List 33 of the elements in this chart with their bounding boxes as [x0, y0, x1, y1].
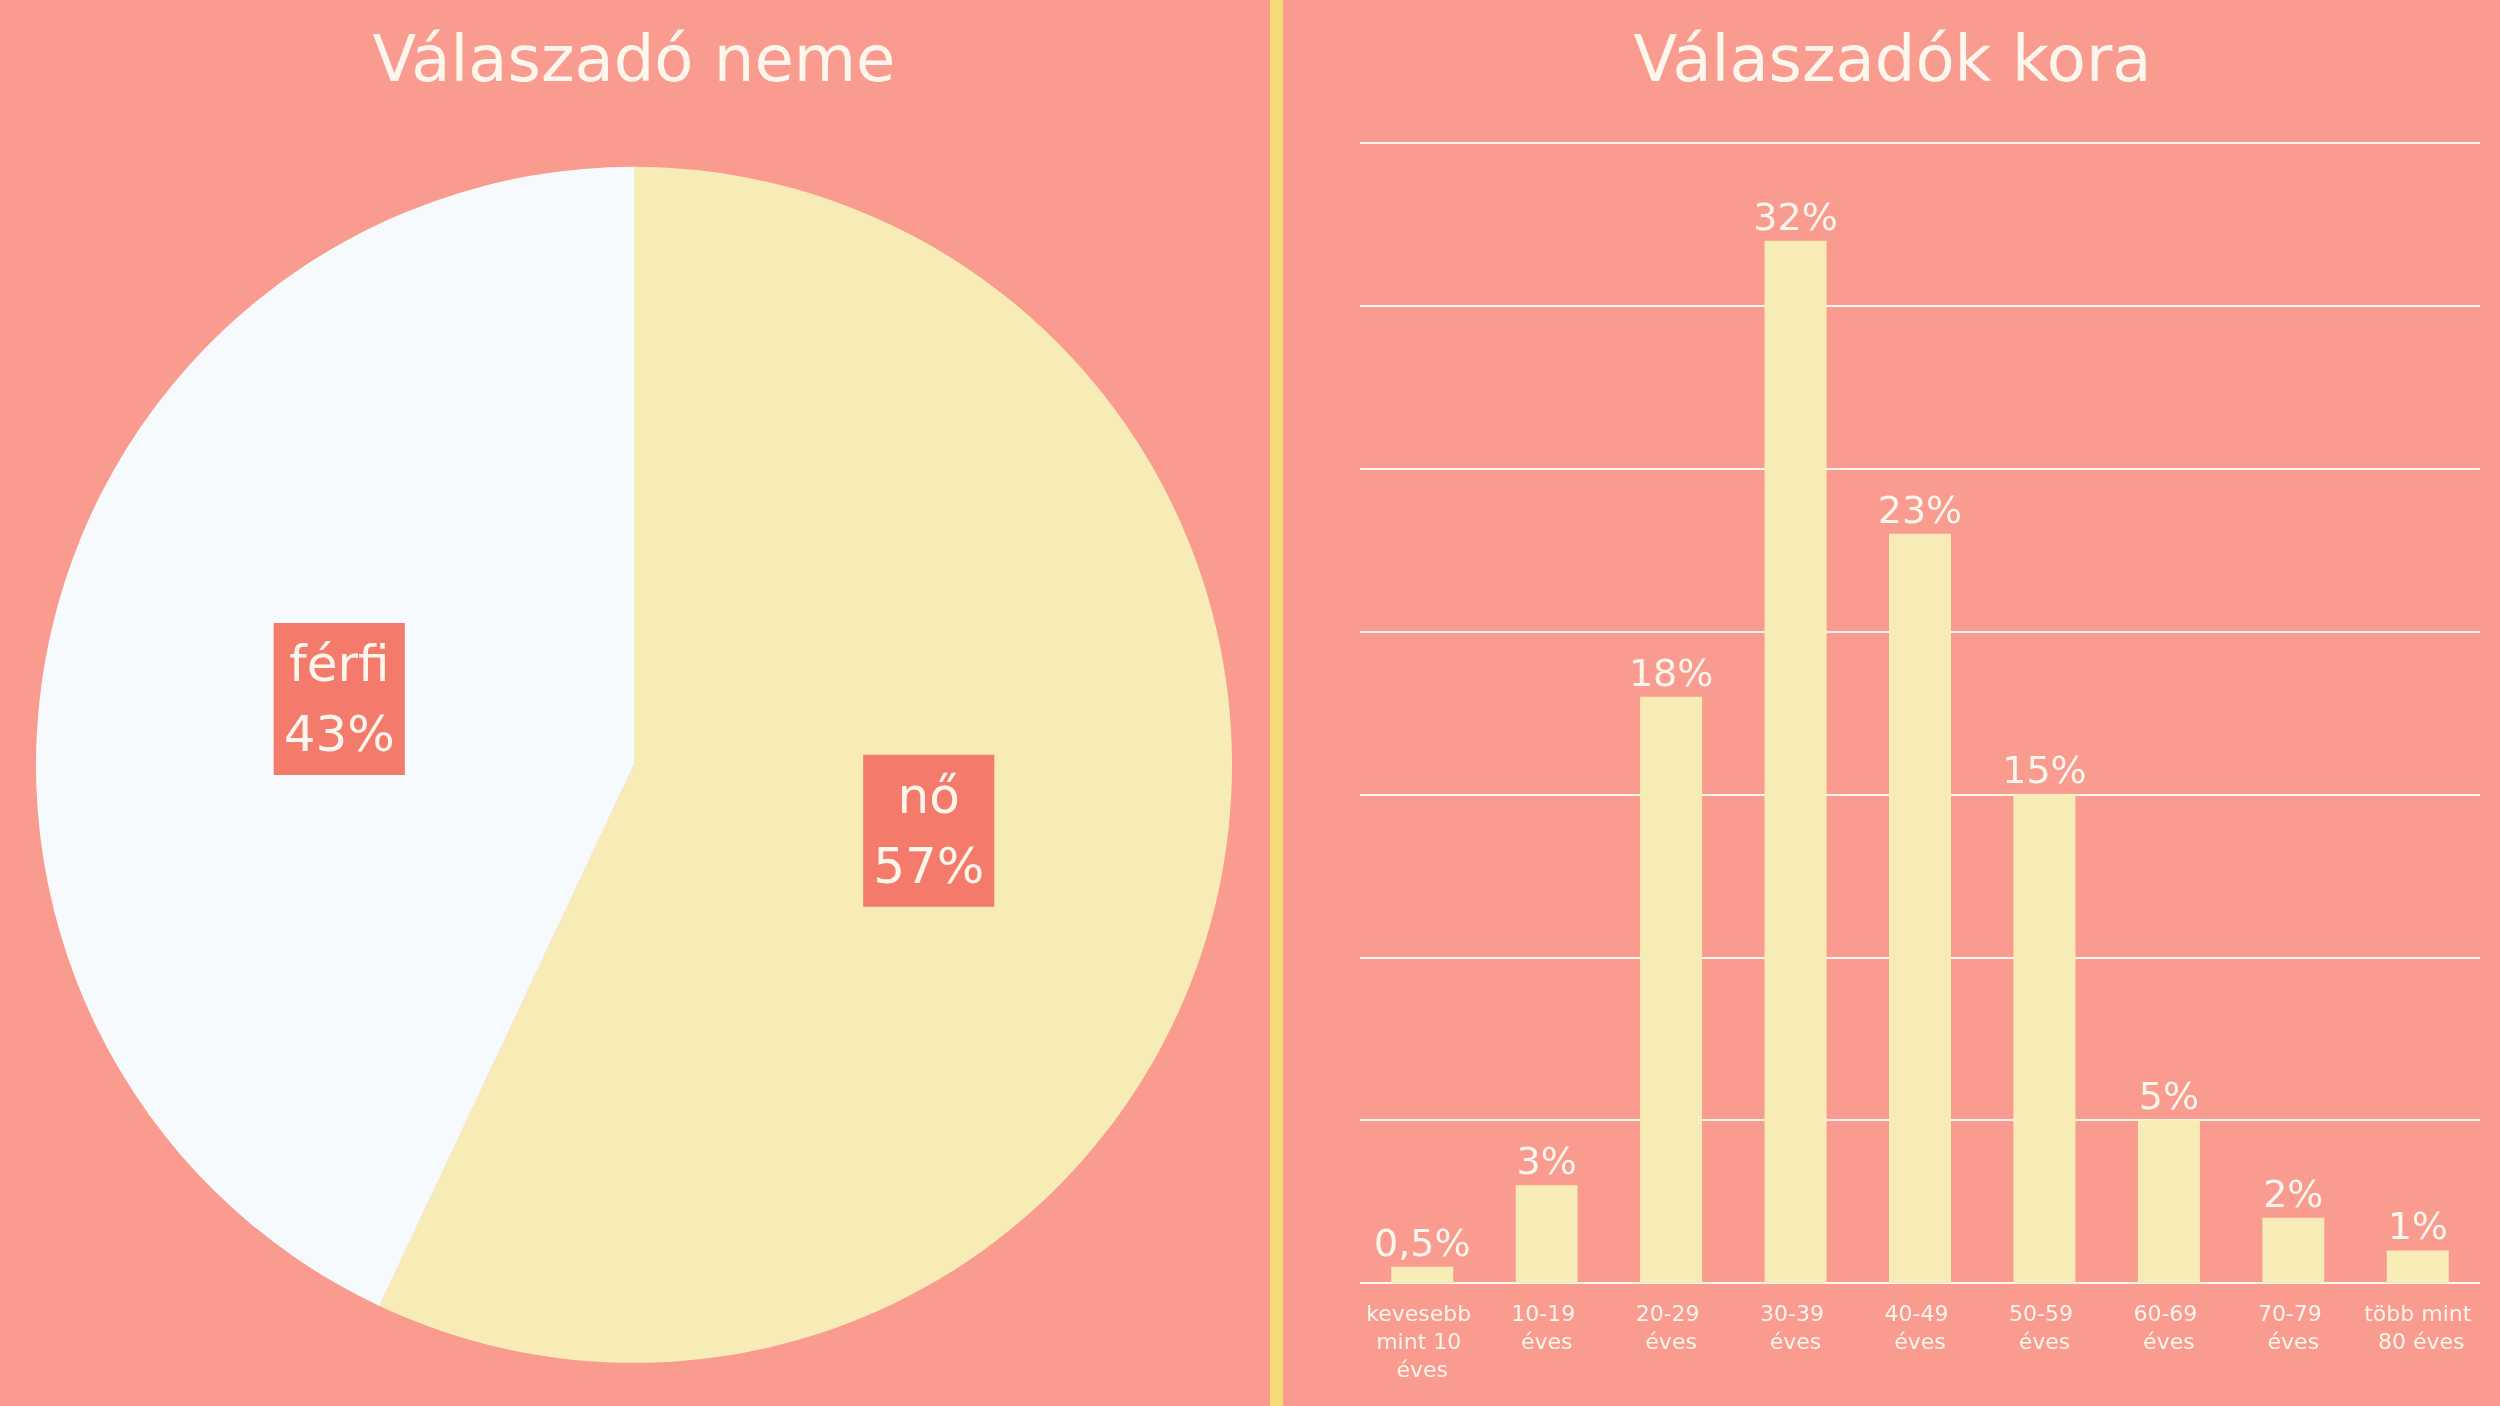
data-label: 3%	[1516, 1139, 1577, 1184]
slice-label: férfi	[289, 634, 390, 693]
x-tick-label: kevesebb mint 10 éves	[1366, 1300, 1479, 1382]
bar	[1764, 240, 1827, 1283]
bar	[1889, 533, 1951, 1283]
x-tick-label: 10-19 éves	[1511, 1300, 1583, 1354]
data-label: 0,5%	[1373, 1220, 1471, 1265]
bar	[1391, 1266, 1454, 1283]
x-tick-label: több mint 80 éves	[2364, 1300, 2472, 1354]
x-tick-label: 30-39 éves	[1760, 1300, 1832, 1354]
data-label: 57%	[873, 836, 985, 895]
data-label: 43%	[283, 704, 395, 763]
chart-title: Válaszadók kora	[1633, 22, 2152, 96]
bar	[2262, 1217, 2325, 1283]
slice-label: nő	[897, 766, 960, 825]
data-label: 15%	[2002, 748, 2087, 793]
bar	[2013, 794, 2076, 1283]
bar	[1640, 696, 1703, 1283]
bar	[1515, 1185, 1578, 1283]
data-label: 1%	[2387, 1204, 2448, 1249]
x-tick-label: 60-69 éves	[2133, 1300, 2205, 1354]
x-tick-label: 70-79 éves	[2257, 1300, 2329, 1354]
data-label: 32%	[1753, 194, 1838, 239]
data-label: 5%	[2138, 1074, 2200, 1119]
data-label: 23%	[1877, 487, 1963, 532]
x-tick-label: 20-29 éves	[1635, 1300, 1707, 1354]
data-label: 2%	[2263, 1171, 2324, 1216]
x-tick-label: 40-49 éves	[1884, 1300, 1956, 1354]
bar	[2137, 1120, 2200, 1283]
chart-title: Válaszadó neme	[372, 22, 896, 96]
x-tick-label: 50-59 éves	[2008, 1300, 2080, 1354]
data-label: 18%	[1628, 650, 1714, 695]
bar	[2386, 1250, 2449, 1283]
